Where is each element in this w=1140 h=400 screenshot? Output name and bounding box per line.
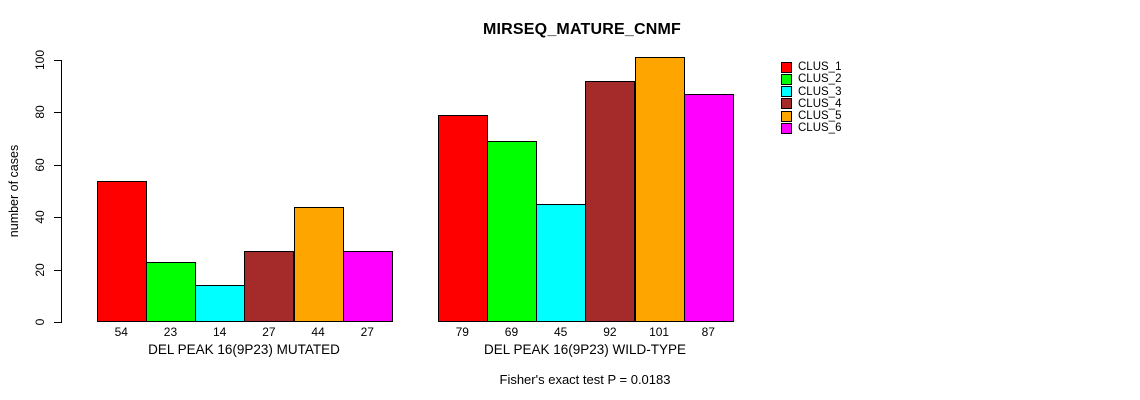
bar-value-label: 44	[311, 325, 325, 339]
group-label-wildtype: DEL PEAK 16(9P23) WILD-TYPE	[483, 342, 687, 357]
group-label-mutated: DEL PEAK 16(9P23) MUTATED	[148, 342, 340, 357]
y-tick	[54, 322, 62, 323]
legend-item-clus_5: CLUS_5	[781, 110, 841, 122]
bar-clus_3-group0	[195, 285, 246, 322]
bar-value-label: 79	[455, 325, 469, 339]
y-tick	[54, 60, 62, 61]
fisher-test-footnote: Fisher's exact test P = 0.0183	[499, 372, 671, 387]
y-tick-label: 0	[33, 318, 47, 326]
bar-value-label: 23	[163, 325, 178, 339]
legend-swatch-icon	[781, 86, 792, 98]
legend-swatch-icon	[781, 98, 792, 110]
legend-item-clus_4: CLUS_4	[781, 98, 841, 110]
y-tick-label: 80	[33, 105, 47, 120]
legend-swatch-icon	[781, 122, 792, 134]
legend-swatch-icon	[781, 110, 792, 122]
bar-value-label: 87	[701, 325, 715, 339]
bar-value-label: 27	[262, 325, 276, 339]
bar-clus_4-group0	[244, 251, 295, 322]
legend-label: CLUS_1	[798, 61, 842, 73]
bar-clus_6-group0	[342, 251, 393, 322]
legend-label: CLUS_2	[798, 73, 842, 86]
bar-clus_3-group1	[536, 204, 587, 322]
y-tick-label: 100	[33, 49, 47, 71]
y-tick	[54, 217, 62, 219]
legend-label: CLUS_4	[798, 97, 842, 110]
bar-value-label: 69	[504, 325, 519, 339]
legend-item-clus_1: CLUS_1	[781, 61, 841, 73]
bar-clus_1-group0	[96, 180, 147, 322]
legend-item-clus_6: CLUS_6	[781, 122, 841, 134]
bar-clus_2-group0	[145, 261, 197, 322]
chart-title: MIRSEQ_MATURE_CNMF	[483, 21, 681, 38]
bar-clus_5-group0	[293, 206, 344, 322]
bar-clus_1-group1	[437, 115, 488, 322]
legend: CLUS_1 CLUS_2 CLUS_3 CLUS_4 CLUS_5 CLUS_6	[781, 61, 841, 135]
legend-item-clus_2: CLUS_2	[781, 73, 841, 85]
bar-value-label: 92	[603, 325, 617, 339]
legend-swatch-icon	[781, 73, 792, 85]
y-tick-label: 60	[33, 158, 47, 172]
bar-clus_5-group1	[634, 57, 685, 322]
legend-label: CLUS_3	[798, 85, 842, 98]
bar-value-label: 101	[649, 325, 670, 339]
bar-value-label: 54	[114, 325, 128, 339]
bar-clus_6-group1	[683, 94, 734, 322]
legend-swatch-icon	[781, 61, 792, 73]
y-tick	[54, 269, 62, 271]
y-tick-label: 20	[33, 262, 47, 277]
y-axis-line	[61, 60, 62, 323]
bar-clus_4-group1	[585, 80, 636, 322]
y-tick	[54, 164, 62, 166]
legend-label: CLUS_5	[798, 110, 842, 123]
y-tick	[54, 112, 62, 114]
bar-value-label: 27	[360, 325, 374, 339]
y-axis-label: number of cases	[7, 144, 21, 238]
y-tick-label: 40	[33, 210, 47, 224]
legend-item-clus_3: CLUS_3	[781, 86, 841, 98]
legend-label: CLUS_6	[798, 122, 842, 135]
bar-value-label: 45	[554, 325, 568, 339]
bar-clus_2-group1	[486, 141, 538, 322]
bar-value-label: 14	[213, 325, 227, 339]
